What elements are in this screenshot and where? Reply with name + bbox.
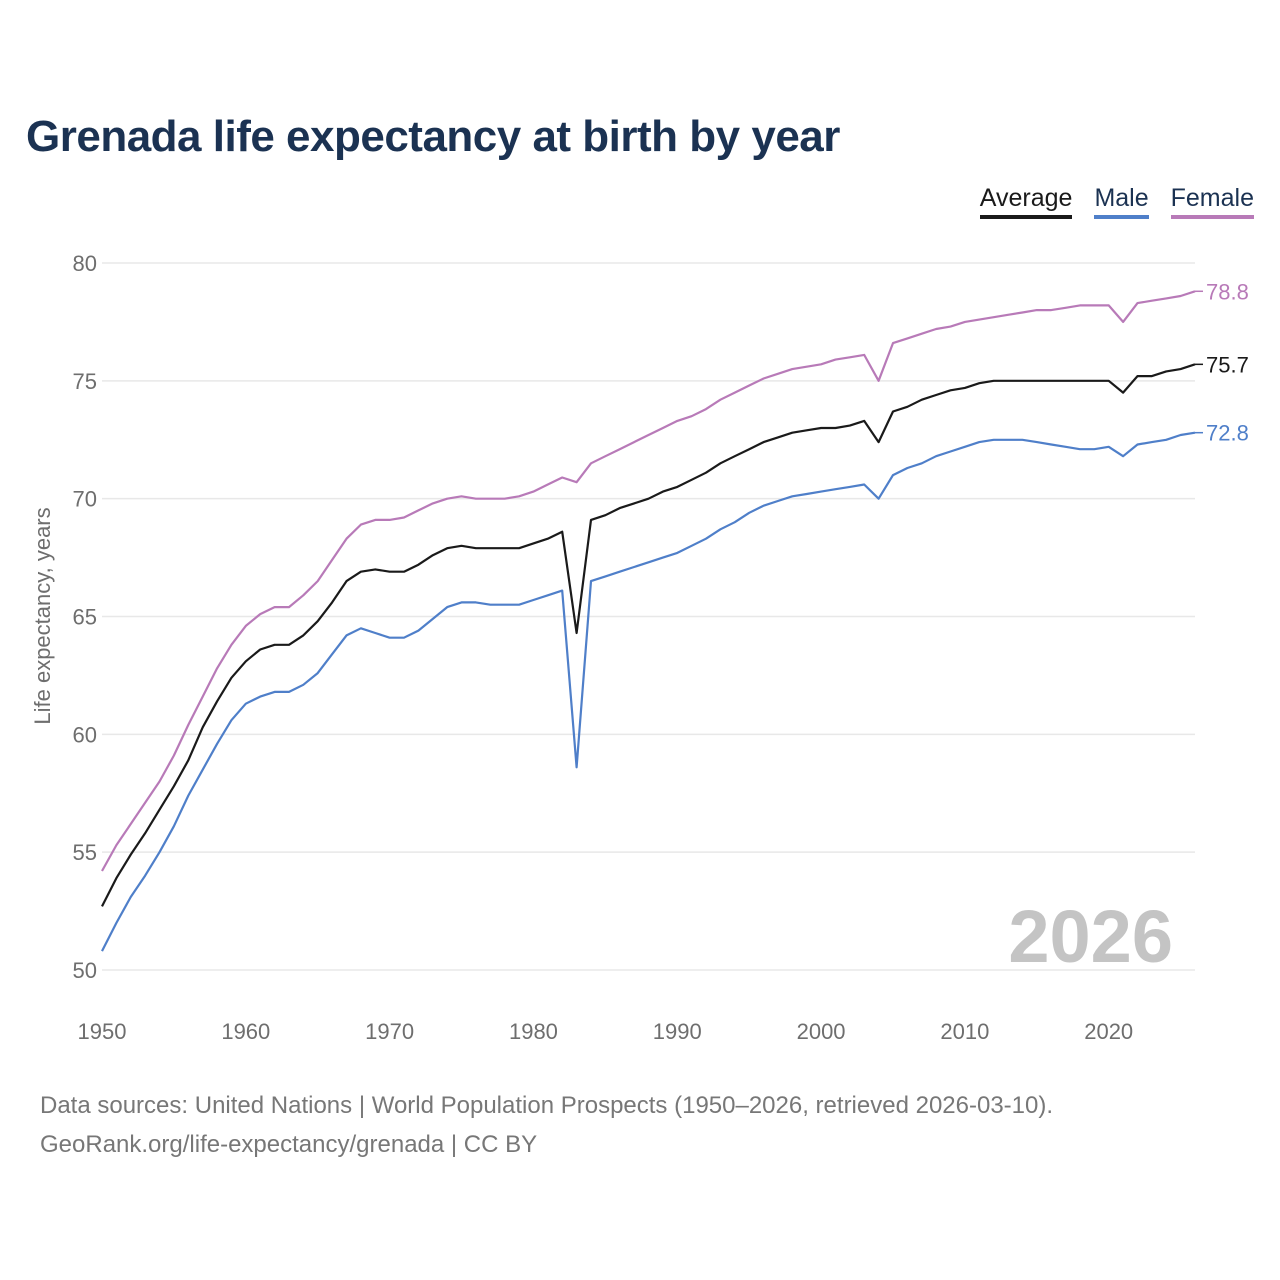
footer: Data sources: United Nations | World Pop…: [40, 1086, 1053, 1164]
x-tick-label: 1970: [365, 1019, 414, 1044]
x-tick-label: 1990: [653, 1019, 702, 1044]
x-tick-label: 1960: [221, 1019, 270, 1044]
data-source: Data sources: United Nations | World Pop…: [40, 1092, 1054, 1119]
end-label-female: 78.8: [1206, 279, 1249, 304]
legend-male[interactable]: Male: [1094, 184, 1149, 219]
y-tick-label: 60: [73, 722, 97, 747]
legend-female[interactable]: Female: [1170, 184, 1254, 219]
x-tick-label: 2010: [940, 1019, 989, 1044]
year-watermark: 2026: [1008, 895, 1173, 978]
y-tick-label: 70: [73, 487, 97, 512]
y-tick-label: 65: [73, 605, 97, 630]
y-tick-label: 75: [73, 369, 97, 394]
y-tick-label: 80: [73, 251, 97, 276]
legend: Average Male Female: [979, 184, 1254, 219]
end-label-average: 75.7: [1206, 352, 1249, 377]
series-line-male[interactable]: [101, 431, 1196, 952]
legend-average[interactable]: Average: [979, 184, 1073, 219]
x-tick-label: 1980: [509, 1019, 558, 1044]
y-tick-label: 50: [73, 958, 97, 983]
x-tick-label: 2000: [797, 1019, 846, 1044]
chart-title: Grenada life expectancy at birth by year: [26, 112, 840, 161]
series-line-average[interactable]: [101, 363, 1196, 907]
end-label-male: 72.8: [1206, 421, 1249, 446]
y-tick-label: 55: [73, 840, 97, 865]
source-link[interactable]: GeoRank.org/life-expectancy/grenada | CC…: [40, 1131, 538, 1158]
series-line-female[interactable]: [101, 290, 1196, 872]
x-tick-label: 1950: [78, 1019, 127, 1044]
x-tick-label: 2020: [1084, 1019, 1133, 1044]
y-axis-label: Life expectancy, years: [30, 507, 55, 724]
